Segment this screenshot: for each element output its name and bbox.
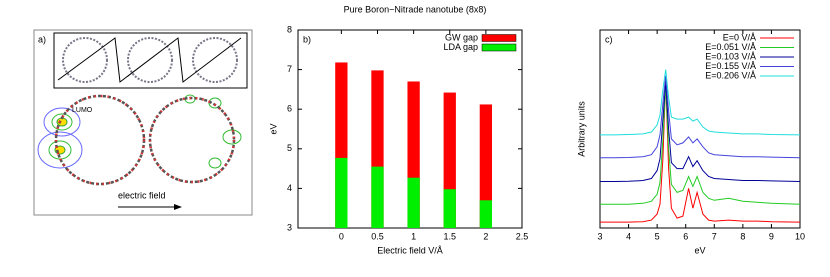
x-tick-label: 3 <box>597 231 602 241</box>
sawtooth-potential <box>57 37 242 83</box>
panel-label: b) <box>303 34 311 44</box>
boron-atoms <box>54 94 236 186</box>
y-tick-label: 3 <box>287 222 292 232</box>
panel-frame <box>33 29 253 216</box>
x-tick-label: 7 <box>712 231 717 241</box>
y-tick-label: 7 <box>287 64 292 74</box>
x-tick-label: 4 <box>626 231 631 241</box>
y-tick-label: 5 <box>287 143 292 153</box>
legend-label: GW gap <box>445 32 478 42</box>
inset-tubes <box>62 37 238 83</box>
line <box>600 75 801 159</box>
arrow-label: electric field <box>118 190 166 200</box>
plot-frame <box>599 29 801 229</box>
bar <box>407 177 420 228</box>
legend-swatch <box>481 43 517 52</box>
y-axis-label: Arbitrary units <box>576 101 586 157</box>
legend-label: E=0.051 V/Å <box>705 42 756 52</box>
chart-panel: b) 0 0.5 1 1.5 2 2.5 3 4 5 6 7 8 Electric field V/Å eV… <box>268 24 528 255</box>
x-tick-label: 10 <box>795 231 805 241</box>
bar <box>443 189 456 228</box>
y-tick-label: 6 <box>287 104 292 114</box>
x-tick-label: 2.5 <box>516 231 529 241</box>
bar <box>335 157 348 228</box>
panel-label: c) <box>605 34 613 44</box>
x-tick-label: 6 <box>683 231 688 241</box>
legend-label: E=0.103 V/Å <box>705 51 756 61</box>
bar <box>479 104 493 228</box>
x-tick-label: 2 <box>483 231 488 241</box>
line <box>600 69 801 136</box>
x-tick-label: 0.5 <box>371 231 384 241</box>
inset-frame <box>53 32 248 89</box>
field-arrowhead <box>174 204 182 210</box>
line <box>600 79 801 223</box>
line <box>600 81 801 182</box>
density-blobs <box>37 94 242 169</box>
x-tick-label: 0 <box>339 231 344 241</box>
panel-label: a) <box>38 34 46 44</box>
line <box>600 83 801 205</box>
bar <box>479 200 493 228</box>
legend-label: LDA gap <box>443 42 478 52</box>
diagram-panel: a) LUMO electric field <box>33 29 253 216</box>
figure-title: Pure Boron−Nitrade nanotube (8x8) <box>344 4 487 14</box>
x-axis-label: Electric field V/Å <box>377 245 443 255</box>
bar <box>371 166 384 228</box>
y-tick-label: 8 <box>287 24 292 34</box>
x-tick-label: 5 <box>655 231 660 241</box>
legend-label: E=0.206 V/Å <box>705 70 756 80</box>
legend-swatch <box>481 34 517 42</box>
chart-panel: c) 3 4 5 6 7 8 9 10 eV Arbitrary units E=0 V/ÅE=0.0… <box>576 29 805 255</box>
y-axis-label: eV <box>268 123 278 134</box>
x-tick-label: 1 <box>411 231 416 241</box>
x-tick-label: 9 <box>769 231 774 241</box>
legend-label: E=0.155 V/Å <box>705 61 756 71</box>
legend-label: E=0 V/Å <box>723 32 756 42</box>
y-tick-label: 4 <box>287 183 292 193</box>
x-axis-label: eV <box>694 245 705 255</box>
orbital-label: LUMO <box>72 107 93 114</box>
x-tick-label: 8 <box>740 231 745 241</box>
x-tick-label: 1.5 <box>443 231 456 241</box>
